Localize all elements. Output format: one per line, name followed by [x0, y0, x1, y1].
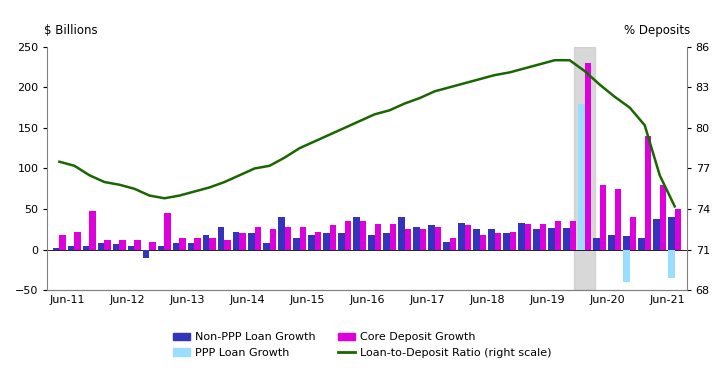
Bar — [639, 237, 645, 250]
Bar — [75, 232, 80, 250]
Bar — [83, 245, 89, 250]
Bar — [149, 241, 156, 250]
Bar — [173, 243, 180, 250]
Bar — [450, 237, 456, 250]
Bar — [608, 235, 615, 250]
Bar — [579, 103, 584, 250]
Bar — [563, 228, 570, 250]
Bar — [134, 240, 141, 250]
Bar — [188, 243, 194, 250]
Bar — [510, 232, 516, 250]
Bar — [360, 221, 366, 250]
Bar — [299, 227, 306, 250]
Bar — [548, 228, 555, 250]
Bar — [384, 233, 389, 250]
Bar — [263, 243, 270, 250]
Bar — [180, 237, 186, 250]
Bar — [218, 227, 225, 250]
Bar — [210, 237, 216, 250]
Bar — [534, 229, 539, 250]
Bar — [225, 240, 231, 250]
Bar — [494, 233, 501, 250]
Bar — [539, 224, 546, 250]
Bar — [434, 227, 441, 250]
Bar — [624, 250, 630, 282]
Bar — [465, 225, 471, 250]
Text: % Deposits: % Deposits — [624, 24, 690, 37]
Bar — [113, 244, 120, 250]
Bar — [503, 233, 510, 250]
Bar — [368, 235, 375, 250]
Bar — [120, 240, 125, 250]
Bar — [308, 235, 315, 250]
Bar — [239, 233, 246, 250]
Bar — [584, 63, 591, 250]
Bar — [389, 224, 396, 250]
Bar — [653, 219, 660, 250]
Bar — [574, 47, 595, 290]
Bar — [233, 232, 239, 250]
Bar — [165, 213, 171, 250]
Bar — [344, 221, 351, 250]
Bar — [270, 229, 276, 250]
Bar — [645, 136, 651, 250]
Bar — [443, 241, 450, 250]
Bar — [254, 227, 261, 250]
Bar — [615, 189, 621, 250]
Bar — [525, 224, 531, 250]
Bar — [278, 217, 284, 250]
Bar — [489, 229, 494, 250]
Bar — [315, 232, 321, 250]
Bar — [675, 209, 681, 250]
Bar — [375, 224, 381, 250]
Bar — [480, 235, 486, 250]
Bar — [59, 235, 66, 250]
Bar — [98, 243, 104, 250]
Bar — [405, 229, 411, 250]
Bar — [668, 250, 675, 278]
Bar — [398, 217, 405, 250]
Bar — [143, 250, 149, 258]
Bar — [458, 223, 465, 250]
Bar — [330, 225, 336, 250]
Legend: Non-PPP Loan Growth, PPP Loan Growth, Core Deposit Growth, Loan-to-Deposit Ratio: Non-PPP Loan Growth, PPP Loan Growth, Co… — [169, 328, 556, 362]
Bar — [428, 225, 434, 250]
Bar — [339, 233, 344, 250]
Bar — [630, 217, 636, 250]
Bar — [624, 236, 630, 250]
Bar — [668, 217, 675, 250]
Text: $ Billions: $ Billions — [44, 24, 98, 37]
Bar — [53, 248, 59, 250]
Bar — [158, 245, 165, 250]
Bar — [570, 221, 576, 250]
Bar — [89, 211, 96, 250]
Bar — [248, 233, 254, 250]
Bar — [284, 227, 291, 250]
Bar — [128, 245, 134, 250]
Bar — [68, 245, 75, 250]
Bar — [518, 223, 525, 250]
Bar — [194, 237, 201, 250]
Bar — [420, 229, 426, 250]
Bar — [579, 248, 584, 250]
Bar — [104, 240, 111, 250]
Bar — [323, 233, 330, 250]
Bar — [593, 237, 600, 250]
Bar — [555, 221, 561, 250]
Bar — [353, 217, 360, 250]
Bar — [660, 185, 666, 250]
Bar — [293, 237, 299, 250]
Bar — [413, 227, 420, 250]
Bar — [203, 235, 210, 250]
Bar — [600, 185, 606, 250]
Bar — [473, 229, 480, 250]
